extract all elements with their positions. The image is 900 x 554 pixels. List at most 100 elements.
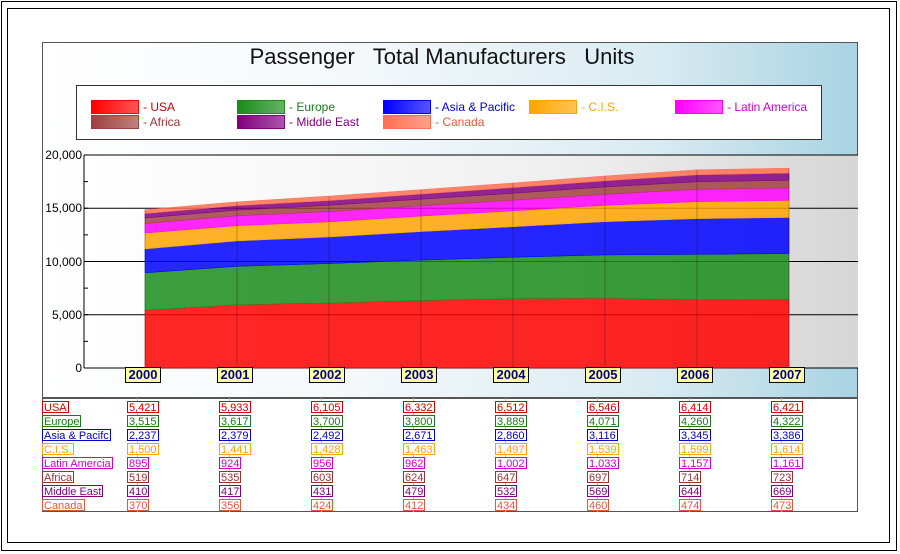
table-cell: 5,933 (219, 401, 251, 414)
table-column-divider (229, 398, 230, 512)
table-column-divider (137, 398, 138, 512)
table-cell: 2,671 (403, 429, 435, 442)
table-cell: 895 (127, 457, 150, 470)
x-tick-label: 2006 (677, 367, 713, 383)
legend-label: - Africa (143, 115, 181, 129)
table-cell: 6,332 (403, 401, 435, 414)
legend-swatch (237, 115, 285, 129)
legend-swatch (529, 100, 577, 114)
table-cell: 6,421 (771, 401, 803, 414)
table-cell: 519 (127, 471, 150, 484)
table-cell: 1,441 (219, 443, 251, 456)
table-cell: 532 (495, 485, 518, 498)
table-cell: 1,002 (495, 457, 527, 470)
x-tick-label: 2007 (769, 367, 805, 383)
legend-swatch (675, 100, 723, 114)
table-column-divider (321, 398, 322, 512)
table-cell: 569 (587, 485, 610, 498)
table-cell: 5,421 (127, 401, 159, 414)
table-cell: 1,599 (679, 443, 711, 456)
table-cell: 2,860 (495, 429, 527, 442)
legend: - USA - Africa - Europe - Middle East - … (76, 85, 822, 140)
table-cell: 3,800 (403, 415, 435, 428)
table-cell: 434 (495, 499, 518, 512)
table-cell: 473 (771, 499, 794, 512)
legend-label: - Canada (435, 115, 485, 129)
table-cell: 2,379 (219, 429, 251, 442)
table-cell: 1,614 (771, 443, 803, 456)
legend-label: - Middle East (289, 115, 360, 129)
table-row-label: Europe (42, 415, 82, 428)
inner-frame (7, 8, 890, 543)
y-tick-label: 15,000 (45, 201, 82, 216)
x-tick-label: 2000 (125, 367, 161, 383)
table-cell: 956 (311, 457, 334, 470)
table-row-label: Middle East (42, 485, 104, 498)
table-row-label: Canada (42, 499, 85, 512)
table-cell: 6,512 (495, 401, 527, 414)
table-cell: 424 (311, 499, 334, 512)
table-cell: 417 (219, 485, 242, 498)
table-cell: 962 (403, 457, 426, 470)
table-cell: 412 (403, 499, 426, 512)
table-cell: 1,463 (403, 443, 435, 456)
table-cell: 535 (219, 471, 242, 484)
table-column-divider (413, 398, 414, 512)
x-tick-label: 2004 (493, 367, 529, 383)
x-tick-label: 2005 (585, 367, 621, 383)
table-cell: 723 (771, 471, 794, 484)
table-cell: 3,700 (311, 415, 343, 428)
legend-swatch (91, 100, 139, 114)
table-cell: 3,116 (587, 429, 618, 442)
table-cell: 2,492 (311, 429, 343, 442)
table-cell: 1,033 (587, 457, 619, 470)
table-cell: 356 (219, 499, 242, 512)
table-column-divider (781, 398, 782, 512)
table-row-label: C.I.S. (42, 443, 74, 456)
table-column-divider (505, 398, 506, 512)
table-cell: 2,237 (127, 429, 159, 442)
table-cell: 924 (219, 457, 242, 470)
table-cell: 697 (587, 471, 610, 484)
y-tick-label: 5,000 (51, 307, 82, 322)
y-tick-label: 20,000 (45, 148, 82, 162)
legend-label: - Latin America (727, 100, 808, 114)
y-tick-label: 0 (75, 361, 82, 375)
table-cell: 3,889 (495, 415, 527, 428)
plot-area (84, 155, 858, 368)
table-cell: 3,386 (771, 429, 803, 442)
table-row-label: Asia & Pacifc (42, 429, 111, 442)
table-cell: 1,161 (771, 457, 803, 470)
table-cell: 479 (403, 485, 426, 498)
table-cell: 644 (679, 485, 702, 498)
table-cell: 6,414 (679, 401, 711, 414)
table-cell: 603 (311, 471, 334, 484)
table-cell: 3,515 (127, 415, 159, 428)
table-cell: 4,322 (771, 415, 803, 428)
x-tick-label: 2001 (217, 367, 253, 383)
table-cell: 4,071 (587, 415, 619, 428)
table-cell: 410 (127, 485, 150, 498)
data-table (42, 398, 858, 512)
table-cell: 6,546 (587, 401, 619, 414)
legend-label: - Europe (289, 100, 336, 114)
table-cell: 1,497 (495, 443, 527, 456)
table-cell: 3,345 (679, 429, 711, 442)
table-cell: 1,500 (127, 443, 159, 456)
legend-swatch (383, 100, 431, 114)
table-cell: 1,157 (679, 457, 711, 470)
legend-swatch (237, 100, 285, 114)
table-row-label: Africa (42, 471, 75, 484)
table-cell: 1,428 (311, 443, 343, 456)
table-cell: 714 (679, 471, 702, 484)
table-row-label: USA (42, 401, 69, 414)
table-cell: 3,617 (219, 415, 251, 428)
table-cell: 1,539 (587, 443, 619, 456)
y-tick-label: 10,000 (45, 254, 82, 269)
x-tick-label: 2002 (309, 367, 345, 383)
table-cell: 460 (587, 499, 610, 512)
table-cell: 370 (127, 499, 150, 512)
table-cell: 669 (771, 485, 794, 498)
table-cell: 624 (403, 471, 426, 484)
